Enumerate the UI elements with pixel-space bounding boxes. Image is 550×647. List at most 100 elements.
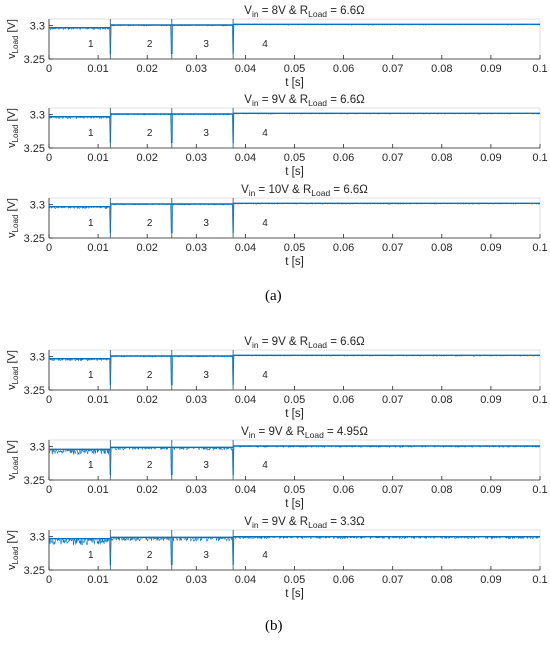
x-tick-label: 0.05 [284, 242, 305, 254]
x-tick-label: 0 [46, 152, 52, 164]
chart-2: Vin = 9V & RLoad = 6.6Ω vLoad [V] 3.25 3.3 0… [6, 94, 548, 178]
region-label: 2 [147, 550, 153, 561]
region-label: 3 [203, 39, 209, 50]
x-tick-label: 0.08 [431, 574, 452, 586]
x-tick-label: 0.09 [480, 394, 501, 406]
region-label: 1 [88, 370, 94, 381]
y-tick-label: 3.3 [30, 532, 45, 544]
chart-title: Vin = 10V & RLoad = 6.6Ω [241, 184, 368, 198]
x-tick-label: 0.03 [186, 394, 207, 406]
x-tick-label: 0.07 [382, 242, 403, 254]
x-tick-label: 0.04 [235, 63, 256, 75]
y-tick-label: 3.25 [24, 385, 45, 397]
x-tick-label: 0.02 [136, 242, 157, 254]
region-label: 1 [88, 550, 94, 561]
region-label: 3 [203, 550, 209, 561]
x-tick-label: 0 [46, 63, 52, 75]
y-tick-label: 3.3 [30, 442, 45, 454]
y-tick-label: 3.25 [24, 143, 45, 155]
y-tick-label: 3.25 [24, 565, 45, 577]
x-tick-label: 0.04 [235, 152, 256, 164]
x-axis-label: t [s] [285, 408, 304, 420]
series-baseline [49, 535, 540, 540]
region-label: 3 [203, 460, 209, 471]
x-axis-label: t [s] [285, 166, 304, 178]
x-tick-label: 0.07 [382, 63, 403, 75]
x-tick-label: 0 [46, 394, 52, 406]
x-tick-label: 0.03 [186, 152, 207, 164]
region-label: 2 [147, 128, 153, 139]
x-tick-label: 0.1 [532, 484, 547, 496]
y-tick-label: 3.25 [24, 475, 45, 487]
region-label: 4 [262, 128, 268, 139]
x-tick-label: 0.06 [333, 242, 354, 254]
x-tick-label: 0.1 [532, 394, 547, 406]
region-label: 4 [262, 39, 268, 50]
series-baseline [49, 112, 540, 118]
x-tick-label: 0.08 [431, 152, 452, 164]
chart-title: Vin = 9V & RLoad = 6.6Ω [244, 94, 365, 108]
x-tick-label: 0.02 [136, 574, 157, 586]
x-tick-label: 0.09 [480, 242, 501, 254]
x-tick-label: 0.06 [333, 63, 354, 75]
chart-6: Vin = 9V & RLoad = 3.3Ω vLoad [V] 3.25 3.3 0… [6, 516, 548, 600]
y-axis-label: vLoad [V] [6, 350, 20, 390]
x-tick-label: 0.04 [235, 484, 256, 496]
series-baseline [49, 202, 540, 208]
x-tick-label: 0.01 [87, 152, 108, 164]
x-tick-label: 0.05 [284, 394, 305, 406]
x-axis-label: t [s] [285, 77, 304, 89]
x-tick-label: 0.09 [480, 152, 501, 164]
x-tick-label: 0.01 [87, 63, 108, 75]
x-tick-label: 0.01 [87, 484, 108, 496]
x-tick-label: 0.06 [333, 152, 354, 164]
region-label: 1 [88, 39, 94, 50]
x-tick-label: 0.09 [480, 484, 501, 496]
x-tick-label: 0.01 [87, 574, 108, 586]
x-tick-label: 0.04 [235, 394, 256, 406]
x-tick-label: 0.06 [333, 484, 354, 496]
x-tick-label: 0.03 [186, 484, 207, 496]
chart-3: Vin = 10V & RLoad = 6.6Ω vLoad [V] 3.25 3.3… [6, 184, 548, 268]
x-tick-label: 0.05 [284, 484, 305, 496]
chart-4: Vin = 9V & RLoad = 6.6Ω vLoad [V] 3.25 3.3 0… [6, 336, 548, 420]
series-baseline [49, 23, 540, 29]
y-tick-label: 3.3 [30, 352, 45, 364]
chart-1: Vin = 8V & RLoad = 6.6Ω vLoad [V] 3.25 3.3 0… [6, 5, 548, 89]
series-baseline [49, 445, 540, 451]
region-label: 4 [262, 550, 268, 561]
x-tick-label: 0.03 [186, 242, 207, 254]
x-tick-label: 0.09 [480, 574, 501, 586]
x-tick-label: 0.07 [382, 484, 403, 496]
y-axis-label: vLoad [V] [6, 440, 20, 480]
region-label: 2 [147, 39, 153, 50]
x-tick-label: 0.07 [382, 152, 403, 164]
x-tick-label: 0.09 [480, 63, 501, 75]
x-tick-label: 0.04 [235, 574, 256, 586]
x-tick-label: 0.1 [532, 242, 547, 254]
panel-label-b: (b) [265, 618, 283, 634]
chart-title: Vin = 9V & RLoad = 3.3Ω [244, 516, 365, 530]
region-label: 1 [88, 128, 94, 139]
region-label: 1 [88, 218, 94, 229]
x-axis-label: t [s] [285, 588, 304, 600]
x-tick-label: 0.1 [532, 63, 547, 75]
x-tick-label: 0.1 [532, 574, 547, 586]
x-tick-label: 0.04 [235, 242, 256, 254]
region-label: 3 [203, 128, 209, 139]
x-tick-label: 0.08 [431, 394, 452, 406]
region-label: 4 [262, 460, 268, 471]
x-tick-label: 0.01 [87, 242, 108, 254]
series-baseline [49, 354, 540, 360]
y-tick-label: 3.25 [24, 54, 45, 66]
y-axis-label: vLoad [V] [6, 19, 20, 59]
x-tick-label: 0.08 [431, 242, 452, 254]
region-label: 3 [203, 218, 209, 229]
y-tick-label: 3.3 [30, 200, 45, 212]
panel-label-a: (a) [265, 288, 282, 304]
y-axis-label: vLoad [V] [6, 530, 20, 570]
x-tick-label: 0 [46, 484, 52, 496]
x-axis-label: t [s] [285, 256, 304, 268]
region-label: 3 [203, 370, 209, 381]
